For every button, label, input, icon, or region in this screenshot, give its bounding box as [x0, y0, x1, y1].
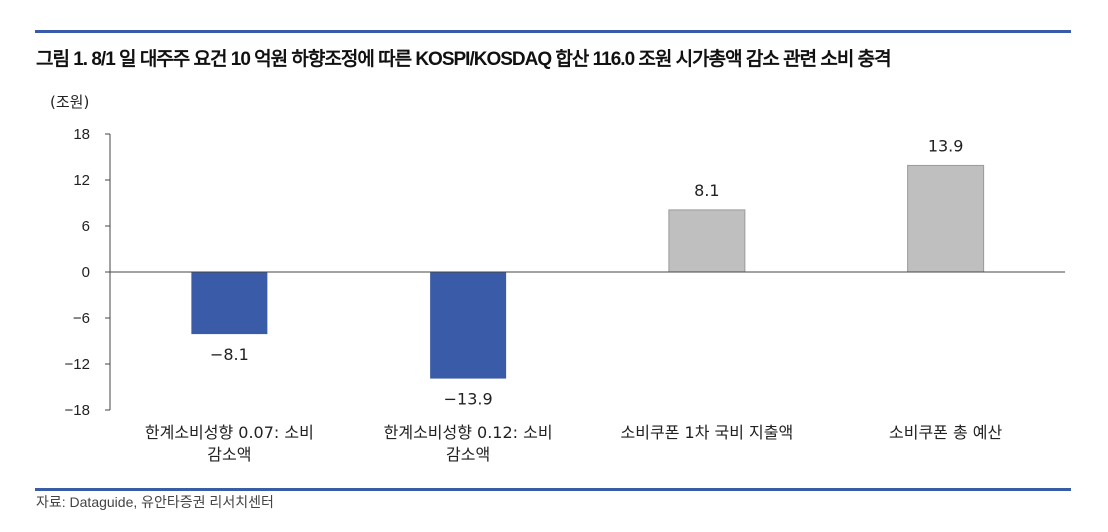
source-note: 자료: Dataguide, 유안타증권 리서치센터	[36, 494, 274, 510]
bar	[907, 164, 985, 273]
data-label: −13.9	[444, 390, 493, 409]
chart-title: 그림 1. 8/1 일 대주주 요건 10 억원 하향조정에 따른 KOSPI/…	[36, 49, 892, 70]
bar	[668, 209, 746, 273]
x-tick-label: 소비쿠폰 1차 국비 지출액	[621, 423, 794, 442]
y-tick-label: −6	[73, 310, 90, 327]
data-label: −8.1	[210, 345, 249, 364]
y-tick-label: 0	[82, 264, 90, 281]
y-tick-label: −12	[65, 356, 90, 373]
y-tick-label: 6	[82, 218, 90, 235]
y-tick-label: 12	[73, 172, 90, 189]
y-tick-label: 18	[73, 126, 90, 143]
data-label: 13.9	[928, 136, 964, 155]
x-tick-label: 감소액	[446, 445, 490, 464]
x-tick-label: 감소액	[207, 445, 251, 464]
x-tick-label: 소비쿠폰 총 예산	[889, 423, 1002, 442]
data-label: 8.1	[694, 181, 719, 200]
y-tick-label: −18	[65, 402, 90, 419]
bar	[191, 272, 268, 335]
bottom-rule	[35, 488, 1071, 491]
x-tick-label: 한계소비성향 0.07: 소비	[145, 423, 314, 442]
top-rule	[35, 30, 1071, 33]
x-tick-label: 한계소비성향 0.12: 소비	[384, 423, 553, 442]
bar	[430, 272, 507, 379]
y-axis-unit: (조원)	[50, 93, 90, 111]
